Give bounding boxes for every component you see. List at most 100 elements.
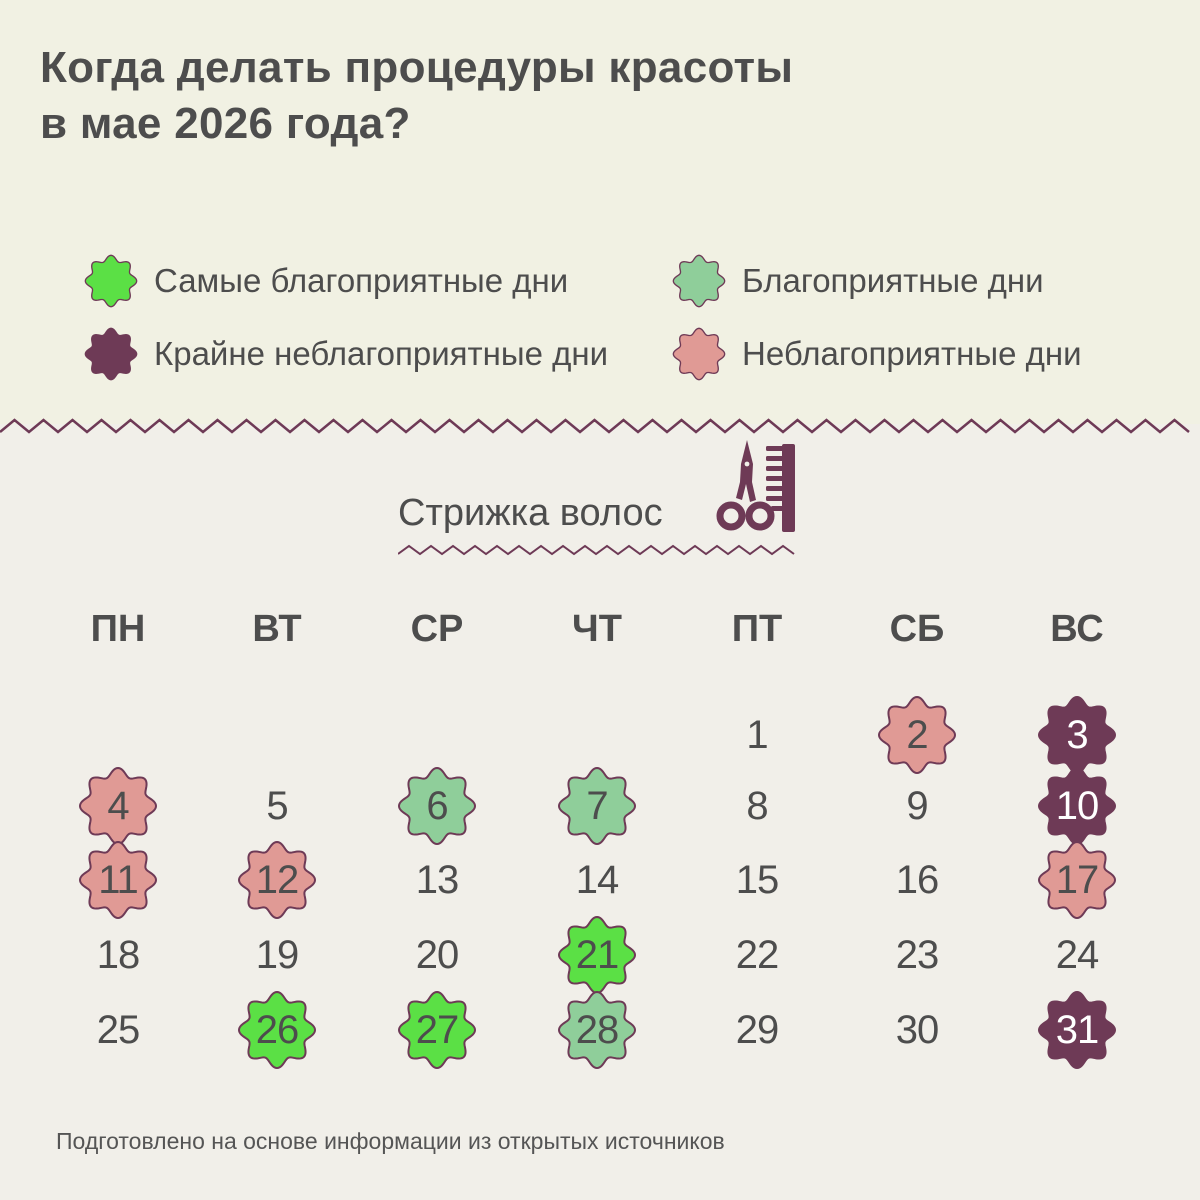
calendar-day-number: 3 [1066,712,1088,757]
flower-badge-icon [557,990,637,1070]
calendar-day-number: 4 [107,783,129,828]
calendar-day-number: 20 [415,932,459,977]
page-title-line2: в мае 2026 года? [40,99,411,148]
weekday-thu: ЧТ [572,608,622,650]
calendar-day-number: 11 [98,857,139,902]
calendar-day-number: 23 [895,932,939,977]
calendar-day-number: 2 [906,712,928,757]
legend-label-severe: Крайне неблагоприятные дни [154,335,609,372]
calendar-day: 22 [717,915,797,995]
calendar-day: 29 [717,990,797,1070]
calendar-day-number: 8 [746,783,768,828]
calendar-day: 19 [237,915,317,995]
weekday-sat: СБ [889,608,945,650]
calendar-day-number: 22 [735,932,779,977]
calendar-day: 31 [1037,990,1117,1070]
calendar-day: 2 [877,695,957,775]
calendar-day-number: 6 [426,783,448,828]
calendar-day: 14 [557,840,637,920]
calendar-day: 6 [397,766,477,846]
header-panel [0,0,1200,424]
calendar-day: 15 [717,840,797,920]
calendar-day-number: 13 [415,857,459,902]
flower-badge-icon [397,766,477,846]
legend-label-bad: Неблагоприятные дни [742,335,1082,372]
calendar-day-number: 24 [1055,932,1099,977]
legend-label-best: Самые благоприятные дни [154,262,569,299]
calendar-day: 4 [78,766,158,846]
calendar-day-number: 26 [255,1007,299,1052]
calendar-day: 18 [78,915,158,995]
calendar-day: 8 [717,766,797,846]
calendar-day: 16 [877,840,957,920]
calendar-day: 27 [397,990,477,1070]
weekday-tue: ВТ [252,608,302,650]
calendar-day: 3 [1037,695,1117,775]
calendar-day-number: 14 [575,857,619,902]
legend-label-good: Благоприятные дни [742,262,1044,299]
legend-item-severe: Крайне неблагоприятные дни [84,324,608,384]
flower-badge-icon [1037,990,1117,1070]
calendar-day: 21 [557,915,637,995]
calendar-day: 13 [397,840,477,920]
calendar-day: 10 [1037,766,1117,846]
calendar-day: 20 [397,915,477,995]
calendar-day-number: 15 [735,857,779,902]
calendar-day: 1 [717,695,797,775]
flower-badge-icon [672,254,726,308]
legend-item-bad: Неблагоприятные дни [672,324,1082,384]
legend-item-best: Самые благоприятные дни [84,251,568,311]
weekday-mon: ПН [90,608,146,650]
calendar-day-number: 18 [96,932,140,977]
calendar-day: 11 [78,840,158,920]
section-title: Стрижка волос [398,492,663,534]
calendar-day: 25 [78,990,158,1070]
weekday-wed: СР [410,608,464,650]
calendar-day-number: 21 [575,932,619,977]
flower-badge-icon [84,254,138,308]
flower-badge-icon [237,990,317,1070]
calendar-day-number: 19 [255,932,299,977]
calendar-day: 12 [237,840,317,920]
flower-badge-icon [672,327,726,381]
calendar-day-number: 9 [906,783,928,828]
calendar-day-number: 1 [746,712,768,757]
flower-badge-icon [78,840,158,920]
calendar-day-number: 17 [1055,857,1099,902]
calendar-day-number: 30 [895,1007,939,1052]
flower-badge-icon [84,327,138,381]
flower-badge-icon [877,695,957,775]
calendar-day-number: 10 [1055,783,1099,828]
calendar-day: 28 [557,990,637,1070]
calendar-day-number: 25 [96,1007,140,1052]
weekday-fri: ПТ [731,608,783,650]
legend-item-good: Благоприятные дни [672,251,1044,311]
calendar-day: 26 [237,990,317,1070]
page-title-line1: Когда делать процедуры красоты [40,43,794,92]
calendar-day-number: 29 [735,1007,779,1052]
calendar-day-number: 16 [895,857,939,902]
page-title: Когда делать процедуры красоты в мае 202… [40,40,793,152]
section-title-underline [398,544,795,556]
source-note: Подготовлено на основе информации из отк… [56,1128,725,1154]
calendar-day: 23 [877,915,957,995]
calendar-day: 7 [557,766,637,846]
weekday-sun: ВС [1050,608,1104,650]
flower-badge-icon [237,840,317,920]
calendar-day-number: 31 [1055,1007,1099,1052]
zigzag-divider [0,418,1190,434]
calendar-day-number: 28 [575,1007,619,1052]
calendar-day-number: 7 [586,783,608,828]
flower-badge-icon [557,766,637,846]
calendar-day: 24 [1037,915,1117,995]
calendar-day: 30 [877,990,957,1070]
scissors-comb-icon [716,440,795,532]
calendar-day: 17 [1037,840,1117,920]
calendar-day-number: 27 [415,1007,459,1052]
flower-badge-icon [1037,840,1117,920]
calendar-day-number: 5 [266,783,288,828]
calendar-day-number: 12 [255,857,299,902]
calendar-day: 5 [237,766,317,846]
flower-badge-icon [397,990,477,1070]
calendar-day: 9 [877,766,957,846]
